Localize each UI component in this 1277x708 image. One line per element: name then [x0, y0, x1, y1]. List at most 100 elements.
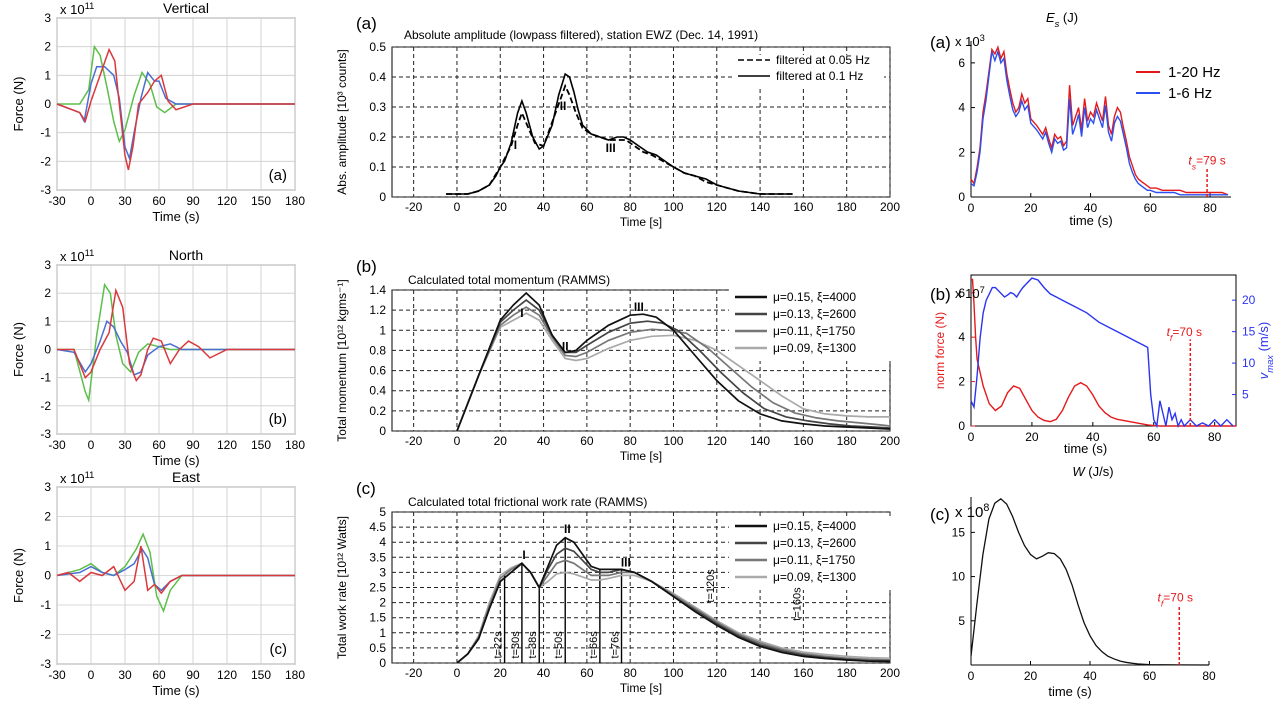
x-tick-label: 160 [793, 666, 813, 680]
label-text-part: =70 s [1172, 325, 1202, 339]
x-tick-label: 90 [186, 668, 200, 682]
annotation-label: II [560, 99, 567, 113]
x-tick-label: 90 [186, 438, 200, 452]
y-tick-label: 1.4 [369, 283, 386, 297]
y-tick-label: -1 [40, 371, 51, 385]
x-axis-label: Time (s) [152, 209, 199, 224]
y-tick-label: -3 [40, 427, 51, 441]
x-tick-label: 180 [285, 668, 305, 682]
series-line [970, 49, 1228, 196]
y-tick-label: 1.2 [369, 303, 386, 317]
panel-left-vertical: -30 0 30 60 90 120 150 180 -3 -2 -1 0 1 2 3 Vertical x 1… [11, 0, 305, 224]
x-tick-label: 120 [707, 666, 727, 680]
x-tick-label: 20 [1024, 669, 1038, 683]
x-tick-label: 120 [217, 438, 237, 452]
y-tick-label: 6 [958, 286, 965, 300]
series-line-blue [56, 65, 295, 162]
x-tick-label: 120 [217, 668, 237, 682]
x-tick-label: -20 [405, 666, 423, 680]
x-tick-label: 40 [537, 200, 551, 214]
y-tick-label: 0 [44, 569, 51, 583]
legend-label: μ=0.13, ξ=2600 [773, 536, 856, 550]
y-tick-label: 2.5 [369, 581, 386, 595]
marker-label: ts=79 s [1188, 154, 1225, 172]
y-tick-label: 1.5 [369, 611, 386, 625]
x-tick-label: 80 [1203, 201, 1217, 215]
y-tick-label: -1 [40, 598, 51, 612]
label-text-part: (m/s) [1256, 322, 1271, 355]
y-tick-label: 2 [44, 40, 51, 54]
series-line [456, 536, 891, 664]
label-text-part: 11 [85, 1, 95, 11]
y-tick-label: 3.5 [369, 550, 386, 564]
y-axis-label: Total momentum [10¹² kgms⁻¹] [335, 279, 349, 441]
y-tick-label: 1 [379, 626, 386, 640]
x-tick-label: 60 [580, 666, 594, 680]
x-tick-label: -30 [48, 194, 66, 208]
panel-left-north: -30 0 30 60 90 120 150 180 -3 -2 -1 0 1 2 3 North x 1011… [11, 247, 305, 468]
y-tick-label: -3 [40, 657, 51, 671]
panel-title: North [169, 247, 203, 263]
panel-label: (c) [356, 479, 376, 498]
legend-label: μ=0.13, ξ=2600 [773, 307, 856, 321]
time-marker-label: t=120s [705, 569, 717, 603]
x-tick-label: 80 [623, 200, 637, 214]
panel-label: (a) [356, 14, 377, 33]
x-tick-label: 60 [152, 194, 166, 208]
label-text-part: t [1167, 325, 1171, 339]
panel-label: (b) [356, 257, 377, 276]
y-tick-label: -3 [40, 183, 51, 197]
y-axis-right-label: vmax (m/s) [1256, 322, 1275, 379]
panel-title: Es (J) [1046, 10, 1078, 29]
x-axis-label: time (s) [1069, 213, 1112, 228]
y-tick-label: -2 [40, 399, 51, 413]
x-tick-label: 140 [750, 666, 770, 680]
x-tick-label: 20 [494, 434, 508, 448]
time-marker-label: t=76s [610, 631, 622, 659]
label-text-part: s [1192, 162, 1197, 172]
label-text-part: x 10 [60, 2, 85, 17]
label-text-part: W [1072, 464, 1086, 479]
x-tick-label: 120 [707, 434, 727, 448]
label-text-part: f [1170, 333, 1174, 343]
x-tick-label: 150 [251, 668, 271, 682]
x-tick-label: 30 [118, 668, 132, 682]
y-tick-label: 5 [958, 614, 965, 628]
x-tick-label: 0 [88, 668, 95, 682]
y-tick-label: 4 [379, 535, 386, 549]
exponent-label: x 108 [955, 502, 989, 521]
label-text-part: 7 [980, 285, 985, 295]
series-line-blue [56, 320, 295, 376]
y-tick-label: 3 [44, 11, 51, 25]
legend-label: 1-20 Hz [1168, 64, 1221, 81]
x-tick-label: -30 [48, 438, 66, 452]
x-tick-label: 40 [1086, 430, 1100, 444]
y-tick-label: 4 [958, 330, 965, 344]
y-tick-label: 1 [379, 323, 386, 337]
x-axis-label: Time (s) [152, 683, 199, 698]
time-marker-label: t=38s [527, 631, 539, 659]
y-tick-label: 2 [958, 375, 965, 389]
series-line-green [56, 532, 295, 613]
x-tick-label: 40 [537, 434, 551, 448]
legend-label: μ=0.11, ξ=1750 [773, 553, 855, 567]
y-axis-label: Force (N) [11, 322, 26, 377]
x-axis-label: Time [s] [620, 215, 662, 229]
annotation-label: I [514, 138, 517, 152]
x-tick-label: 40 [537, 666, 551, 680]
annotation-label: III [634, 300, 644, 314]
label-text-part: t [1188, 154, 1192, 168]
y-tick-label: 6 [958, 56, 965, 70]
y-axis-label: norm force (N) [933, 312, 947, 389]
x-tick-label: -20 [405, 434, 423, 448]
plot-frame [970, 274, 1237, 427]
x-tick-label: 140 [750, 434, 770, 448]
x-axis-label: time (s) [1064, 441, 1107, 456]
label-text-part: f [1161, 598, 1165, 608]
label-text-part: x 10 [60, 471, 85, 486]
x-tick-label: -20 [405, 200, 423, 214]
y-tick-label: 15 [952, 525, 966, 539]
label-text-part: v [1256, 371, 1271, 379]
x-tick-label: 180 [285, 438, 305, 452]
